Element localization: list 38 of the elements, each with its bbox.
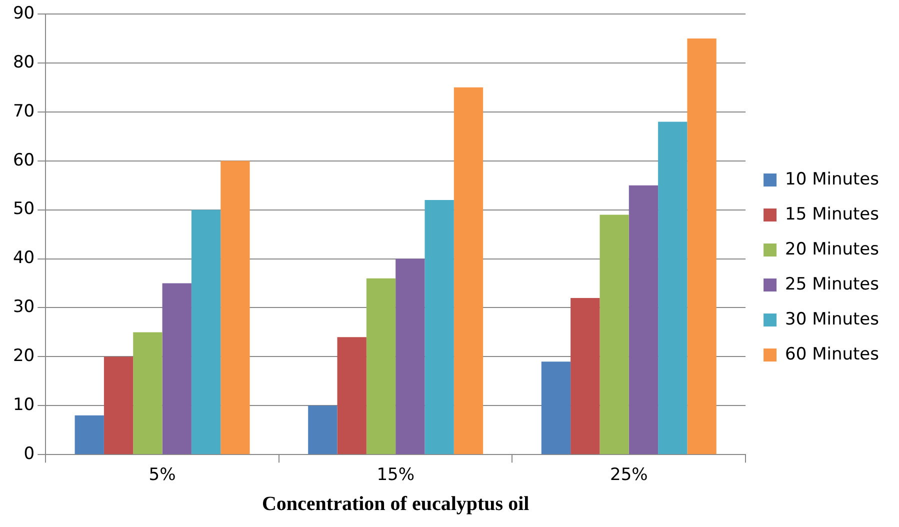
bar <box>337 337 366 454</box>
bar <box>600 214 629 454</box>
bar <box>687 38 716 454</box>
legend-label: 20 Minutes <box>785 239 880 260</box>
bar <box>104 356 134 454</box>
y-tick-label: 90 <box>12 3 35 24</box>
bar <box>541 362 571 454</box>
y-tick-label: 60 <box>12 150 35 170</box>
x-axis-title: Concentration of eucalyptus oil <box>262 493 530 516</box>
legend-label: 15 Minutes <box>785 204 880 224</box>
legend-label: 30 Minutes <box>785 309 880 330</box>
bar <box>570 298 600 454</box>
bar <box>133 332 162 454</box>
y-tick-label: 40 <box>12 248 35 268</box>
y-tick-label: 50 <box>12 199 35 220</box>
y-tick-label: 80 <box>12 52 35 72</box>
y-tick-label: 10 <box>12 395 35 416</box>
bar <box>220 160 250 454</box>
x-tick-label: 5% <box>148 465 176 486</box>
bar <box>424 200 454 454</box>
bar <box>191 210 221 454</box>
bar <box>74 415 104 454</box>
bar <box>366 278 396 454</box>
bar <box>454 87 484 454</box>
y-tick-label: 20 <box>12 346 35 366</box>
legend-label: 25 Minutes <box>785 274 880 294</box>
legend-label: 60 Minutes <box>785 344 880 364</box>
bar <box>658 122 688 454</box>
bar <box>396 258 425 454</box>
y-tick-label: 0 <box>24 444 35 464</box>
y-tick-label: 70 <box>12 101 35 122</box>
x-tick-label: 25% <box>610 465 648 486</box>
x-tick-label: 15% <box>376 465 414 486</box>
y-tick-label: 30 <box>12 297 35 318</box>
bar <box>628 185 658 454</box>
legend-label: 10 Minutes <box>785 169 880 190</box>
bar <box>162 283 192 454</box>
bar <box>308 406 338 454</box>
